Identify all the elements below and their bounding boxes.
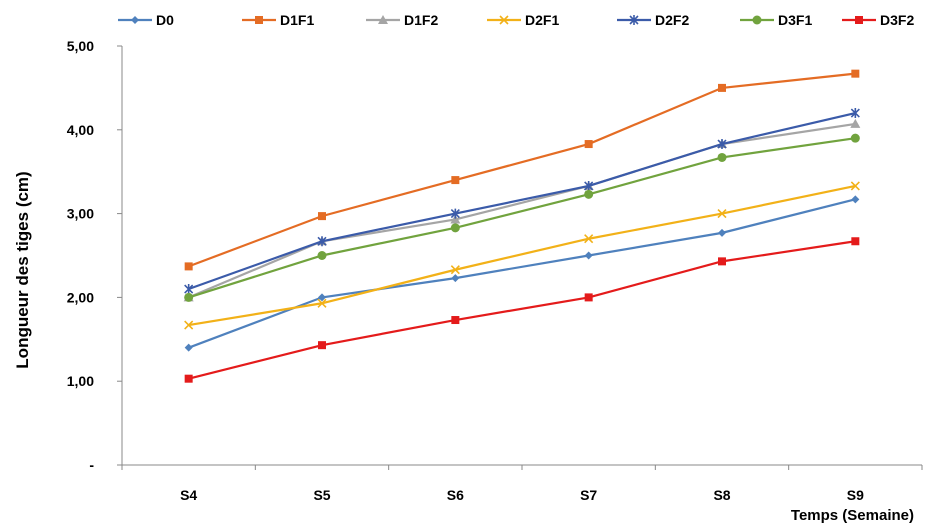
x-axis-title: Temps (Semaine) (791, 507, 914, 524)
series-d1f1 (184, 69, 860, 271)
y-tick-label: 3,00 (67, 206, 94, 222)
data-point (717, 209, 727, 219)
y-axis-ticks: - 1,00 2,00 3,00 4,00 5,00 (67, 38, 122, 473)
series-d3f1 (184, 133, 860, 302)
data-point (850, 181, 860, 191)
data-point (851, 69, 860, 78)
legend-item-d1f2: D1F2 (366, 12, 438, 28)
series-line (188, 240, 856, 380)
data-point (850, 118, 861, 128)
legend-item-d1f1: D1F1 (242, 12, 314, 28)
data-point (584, 189, 594, 199)
data-point (184, 284, 194, 295)
series-line (188, 137, 856, 299)
data-point (450, 265, 460, 275)
legend-label: D3F1 (778, 12, 812, 28)
data-point (318, 341, 326, 350)
legend-label: D2F1 (525, 12, 559, 28)
data-point (317, 236, 327, 247)
data-point (584, 234, 594, 244)
series-d2f1 (184, 181, 860, 330)
legend-label: D0 (156, 12, 174, 28)
data-point (717, 152, 727, 162)
x-tick-label: S7 (580, 487, 597, 503)
data-point (851, 195, 860, 204)
x-tick-label: S9 (847, 487, 864, 503)
data-point (718, 257, 726, 266)
data-point (450, 214, 461, 224)
data-point (851, 237, 860, 246)
y-tick-label: 2,00 (67, 289, 94, 305)
legend-marker (752, 15, 762, 25)
data-point (318, 293, 326, 302)
data-point (450, 223, 460, 233)
legend-marker (855, 16, 863, 24)
y-tick-label: 5,00 (67, 38, 94, 54)
y-tick-label: - (89, 457, 94, 473)
data-point (584, 293, 593, 302)
axes (121, 46, 922, 466)
legend-item-d0: D0 (118, 12, 174, 28)
data-point (451, 316, 460, 325)
series-d2f2 (184, 108, 860, 295)
data-point (451, 274, 460, 283)
legend-marker (629, 15, 639, 25)
data-point (584, 140, 593, 149)
series-line (188, 111, 856, 291)
data-point (850, 133, 860, 143)
series-line (188, 122, 856, 299)
data-point (718, 228, 726, 237)
data-point (584, 251, 593, 260)
data-point (184, 292, 194, 302)
data-point (451, 176, 460, 185)
x-tick-label: S6 (447, 487, 464, 503)
legend-marker (255, 16, 263, 24)
data-point (850, 108, 860, 119)
data-point (584, 180, 594, 191)
legend-marker (378, 15, 388, 24)
data-point (450, 208, 460, 219)
data-point (184, 374, 193, 383)
series-line (188, 72, 856, 268)
plot-area (183, 69, 861, 383)
legend-marker (499, 15, 509, 25)
data-point (317, 298, 327, 308)
data-point (718, 83, 726, 92)
legend: D0 D1F1 D1F2 D2F1 D2F2 D3F1 D3F2 (118, 12, 914, 28)
y-tick-label: 4,00 (67, 122, 94, 138)
data-point (317, 251, 327, 260)
data-point (318, 212, 326, 221)
legend-item-d3f1: D3F1 (740, 12, 812, 28)
y-axis-title: Longueur des tiges (cm) (13, 171, 32, 368)
legend-marker (131, 16, 139, 24)
x-axis-ticks: S4 S5 S6 S7 S8 S9 (121, 465, 923, 503)
legend-item-d2f2: D2F2 (617, 12, 689, 28)
series-d0 (184, 195, 860, 352)
series-d3f2 (184, 237, 860, 383)
x-tick-label: S8 (713, 487, 730, 503)
data-point (184, 262, 193, 271)
legend-item-d2f1: D2F1 (487, 12, 559, 28)
data-point (184, 320, 194, 330)
legend-label: D1F2 (404, 12, 438, 28)
series-line (188, 198, 856, 349)
y-tick-label: 1,00 (67, 373, 94, 389)
x-tick-label: S4 (180, 487, 197, 503)
legend-label: D3F2 (880, 12, 914, 28)
legend-item-d3f2: D3F2 (842, 12, 914, 28)
x-tick-label: S5 (313, 487, 330, 503)
legend-label: D2F2 (655, 12, 689, 28)
series-line (188, 184, 856, 327)
legend-label: D1F1 (280, 12, 314, 28)
data-point (717, 139, 727, 150)
data-point (184, 343, 193, 352)
